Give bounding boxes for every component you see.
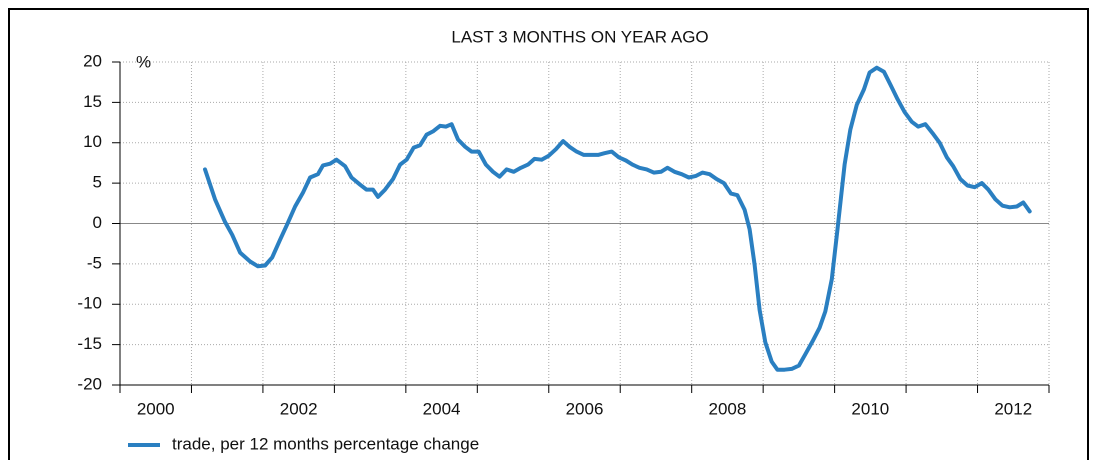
x-tick-label: 2000 bbox=[137, 399, 175, 418]
x-tick-label: 2006 bbox=[566, 399, 604, 418]
y-tick-label: 0 bbox=[93, 213, 102, 232]
x-tick-label: 2002 bbox=[280, 399, 318, 418]
chart-title: LAST 3 MONTHS ON YEAR AGO bbox=[451, 27, 708, 46]
y-tick-label: -20 bbox=[77, 374, 102, 393]
y-tick-label: 20 bbox=[83, 51, 102, 70]
frame bbox=[8, 8, 1089, 460]
y-tick-label: -10 bbox=[77, 294, 102, 313]
x-tick-label: 2004 bbox=[423, 399, 461, 418]
y-tick-label: 5 bbox=[93, 173, 102, 192]
y-unit-label: % bbox=[136, 52, 151, 71]
y-tick-label: -15 bbox=[77, 334, 102, 353]
x-tick-label: 2012 bbox=[994, 399, 1032, 418]
y-tick-label: 15 bbox=[83, 92, 102, 111]
data-line bbox=[203, 65, 1032, 372]
x-tick-label: 2010 bbox=[851, 399, 889, 418]
x-tick-label: 2008 bbox=[709, 399, 747, 418]
y-tick-label: 10 bbox=[83, 132, 102, 151]
y-tick-label: -5 bbox=[87, 253, 102, 272]
legend-label: trade, per 12 months percentage change bbox=[172, 434, 479, 453]
